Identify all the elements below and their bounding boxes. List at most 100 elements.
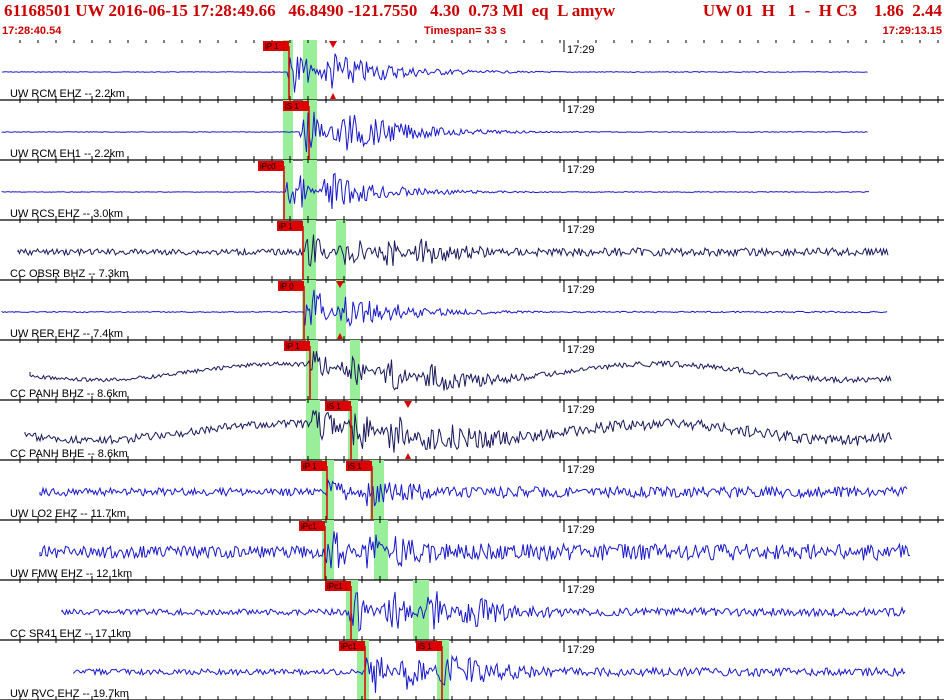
time-ticks xyxy=(19,640,939,700)
pick-flag[interactable] xyxy=(277,221,303,231)
pick-flag[interactable] xyxy=(325,581,351,591)
pick-window xyxy=(437,640,449,700)
station-label: CC OBSR BHZ -- 7.3km xyxy=(10,268,129,280)
pick-window xyxy=(283,100,293,160)
minute-label: 17:29 xyxy=(567,404,595,416)
time-ticks xyxy=(19,400,939,460)
pick-marker-icon[interactable] xyxy=(336,281,344,288)
pick-flag[interactable] xyxy=(263,41,289,51)
pick-label: iPc1 xyxy=(327,582,343,591)
event-status-line: UW 01 H 1 - H C3 1.86 2.44 xyxy=(702,1,942,20)
pick-flag[interactable] xyxy=(346,461,372,471)
trace-row[interactable]: 17:29 iPc1 iS 1 UW RVC EHZ -- 19.7km xyxy=(0,640,944,700)
pick-marker-icon[interactable] xyxy=(404,401,412,408)
pick-flag[interactable] xyxy=(284,341,310,351)
time-ticks xyxy=(19,160,939,220)
station-label: UW RVC EHZ -- 19.7km xyxy=(10,688,129,700)
pick-label: iPc1 xyxy=(301,522,317,531)
trace-row[interactable]: 17:29 iP 1 iS 1 UW LO2 EHZ -- 11.7km xyxy=(0,460,944,521)
pick-flag[interactable] xyxy=(301,461,327,471)
trace-row[interactable]: 17:29 iS 1 UW RCM EH1 -- 2.2km xyxy=(0,100,944,161)
waveform[interactable] xyxy=(24,410,893,453)
minute-label: 17:29 xyxy=(567,584,595,596)
waveform[interactable] xyxy=(1,172,870,210)
station-label: UW RCM EHZ -- 2.2km xyxy=(10,88,125,100)
pick-label: iPc1 xyxy=(341,642,357,651)
minute-label: 17:29 xyxy=(567,44,595,56)
waveform[interactable] xyxy=(1,111,868,153)
pick-window xyxy=(357,640,369,700)
timespan-label: Timespan= 33 s xyxy=(424,25,507,37)
time-ticks xyxy=(19,340,939,400)
time-ticks xyxy=(19,100,939,160)
minute-label: 17:29 xyxy=(567,464,595,476)
pick-flag[interactable] xyxy=(258,161,284,171)
minute-label: 17:29 xyxy=(567,164,595,176)
waveform[interactable] xyxy=(39,531,911,569)
time-ticks xyxy=(19,220,939,280)
station-label: UW LO2 EHZ -- 11.7km xyxy=(10,508,126,520)
event-header: 61168501 UW 2016-06-15 17:28:49.66 46.84… xyxy=(0,0,944,40)
pick-window xyxy=(413,580,429,640)
minute-label: 17:29 xyxy=(567,224,595,236)
pick-label: iP 0 xyxy=(280,282,294,291)
waveform[interactable] xyxy=(17,234,889,267)
trace-row[interactable]: 17:29 iPc1 UW FMW EHZ -- 12.1km xyxy=(0,520,944,581)
waveform[interactable] xyxy=(29,351,892,391)
trace-row[interactable]: 17:29 iP 1 CC PANH BHZ -- 8.6km xyxy=(0,340,944,401)
station-label: UW FMW EHZ -- 12.1km xyxy=(10,568,132,580)
pick-window xyxy=(336,220,346,280)
pick-marker-icon[interactable] xyxy=(330,93,336,99)
pick-window xyxy=(346,580,358,640)
trace-row[interactable]: 17:29 iPc0 UW RCS EHZ -- 3.0km xyxy=(0,160,944,221)
pick-flag[interactable] xyxy=(283,101,309,111)
pick-marker-icon[interactable] xyxy=(337,333,343,339)
pick-marker-icon[interactable] xyxy=(329,41,337,48)
pick-label: iP 1 xyxy=(286,342,300,351)
end-time: 17:29:13.15 xyxy=(882,25,942,37)
pick-flag[interactable] xyxy=(278,281,304,291)
event-info-line: 61168501 UW 2016-06-15 17:28:49.66 46.84… xyxy=(4,1,616,20)
minute-label: 17:29 xyxy=(567,644,595,656)
minute-label: 17:29 xyxy=(567,524,595,536)
station-label: CC PANH BHZ -- 8.6km xyxy=(10,388,127,400)
station-label: UW RER EHZ -- 7.4km xyxy=(10,328,123,340)
station-label: UW RCS EHZ -- 3.0km xyxy=(10,208,123,220)
pick-label: iS 1 xyxy=(348,462,362,471)
minute-label: 17:29 xyxy=(567,344,595,356)
trace-row[interactable]: 17:29 iS 1 CC PANH BHE -- 8.6km xyxy=(0,400,944,461)
pick-flag[interactable] xyxy=(325,401,351,411)
pick-label: iPc0 xyxy=(260,162,276,171)
waveform[interactable] xyxy=(1,289,888,328)
waveform[interactable] xyxy=(73,654,906,693)
station-label: CC SR41 EHZ -- 17.1km xyxy=(10,628,131,640)
waveform[interactable] xyxy=(61,591,906,633)
trace-row[interactable]: 17:29 iP 0 UW RER EHZ -- 7.4km xyxy=(0,280,944,341)
trace-row[interactable]: 17:29 iPc1 CC SR41 EHZ -- 17.1km xyxy=(0,580,944,641)
waveform[interactable] xyxy=(2,53,868,93)
time-ticks xyxy=(19,280,939,340)
pick-label: iP 1 xyxy=(265,42,279,51)
pick-flag[interactable] xyxy=(339,641,365,651)
pick-label: iS 1 xyxy=(285,102,299,111)
pick-flag[interactable] xyxy=(416,641,442,651)
minute-label: 17:29 xyxy=(567,104,595,116)
station-label: CC PANH BHE -- 8.6km xyxy=(10,448,128,460)
trace-row[interactable]: 17:29 iP 1 UW RCM EHZ -- 2.2km xyxy=(0,40,944,101)
pick-label: iP 1 xyxy=(303,462,317,471)
waveform[interactable] xyxy=(39,478,908,507)
pick-window xyxy=(348,400,358,460)
pick-flag[interactable] xyxy=(299,521,325,531)
pick-window xyxy=(336,280,346,340)
pick-label: iP 1 xyxy=(279,222,293,231)
trace-row[interactable]: 17:29 iP 1 CC OBSR BHZ -- 7.3km xyxy=(0,220,944,281)
start-time: 17:28:40.54 xyxy=(2,25,62,37)
station-label: UW RCM EH1 -- 2.2km xyxy=(10,148,124,160)
pick-window xyxy=(302,220,316,280)
pick-marker-icon[interactable] xyxy=(405,453,411,459)
pick-window xyxy=(374,520,388,580)
minute-label: 17:29 xyxy=(567,284,595,296)
time-ticks xyxy=(19,520,939,580)
pick-label: iS 1 xyxy=(418,642,432,651)
